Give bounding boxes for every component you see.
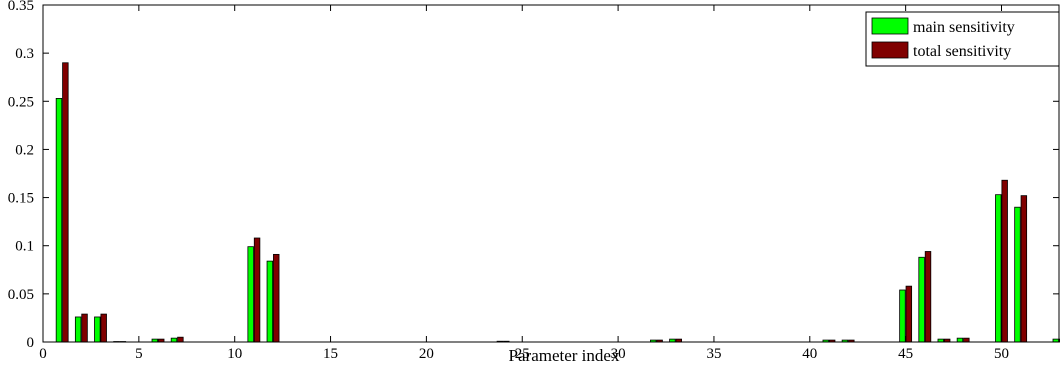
bar-main-48 [956, 337, 964, 343]
x-axis-label: Parameter index [509, 346, 620, 365]
bar-total-12 [273, 253, 280, 343]
y-tick-label: 0 [27, 335, 35, 351]
bar-main-45 [899, 289, 906, 343]
x-tick-label: 25 [515, 346, 530, 362]
x-tick-label: 50 [994, 346, 1009, 362]
bar-main-7 [170, 337, 178, 343]
x-tick-label: 15 [323, 346, 338, 362]
y-tick-label: 0.05 [8, 287, 34, 303]
y-tick-label: 0.25 [8, 94, 34, 110]
bar-total-2 [81, 313, 88, 343]
ticks-layer: 0 5 10 15 20 25 30 35 40 45 50 0 0.05 0.1 0.15 0.2 0.25 0… [8, 0, 1059, 362]
legend-label-total-sensitivity: total sensitivity [913, 43, 1011, 60]
bar-main-1 [55, 98, 63, 343]
bar-total-45 [905, 285, 913, 343]
x-tick-label: 40 [802, 346, 817, 362]
bar-total-46 [924, 251, 932, 343]
legend-swatch-main-sensitivity [871, 17, 909, 35]
bar-main-50 [995, 194, 1002, 343]
bar-main-46 [918, 256, 925, 343]
bars-layer [55, 62, 1060, 343]
x-tick-label: 45 [898, 346, 913, 362]
legend-label-main-sensitivity: main sensitivity [913, 19, 1015, 36]
x-tick-label: 0 [39, 346, 47, 362]
bar-total-3 [100, 313, 107, 343]
legend: main sensitivity total sensitivity [865, 11, 1060, 67]
y-tick-label: 0.35 [8, 0, 34, 14]
bar-total-7 [177, 336, 184, 343]
x-tick-label: 20 [419, 346, 434, 362]
bar-total-1 [62, 62, 69, 343]
bar-total-48 [963, 337, 970, 343]
bar-main-12 [266, 260, 274, 343]
bar-total-51 [1020, 195, 1028, 343]
bar-main-3 [94, 316, 101, 343]
bar-total-50 [1001, 179, 1008, 343]
x-tick-label: 10 [227, 346, 242, 362]
y-tick-label: 0.3 [15, 46, 34, 62]
legend-swatch-total-sensitivity [871, 41, 909, 59]
bar-main-51 [1014, 206, 1021, 343]
x-tick-label: 5 [135, 346, 143, 362]
y-tick-label: 0.1 [15, 239, 34, 255]
bar-total-11 [253, 237, 261, 343]
x-tick-label: 30 [611, 346, 626, 362]
y-tick-label: 0.2 [15, 142, 34, 158]
plot-frame [42, 4, 1060, 343]
bar-main-11 [247, 246, 254, 343]
y-tick-label: 0.15 [8, 191, 34, 207]
x-tick-label: 35 [706, 346, 721, 362]
bar-main-2 [74, 316, 82, 343]
